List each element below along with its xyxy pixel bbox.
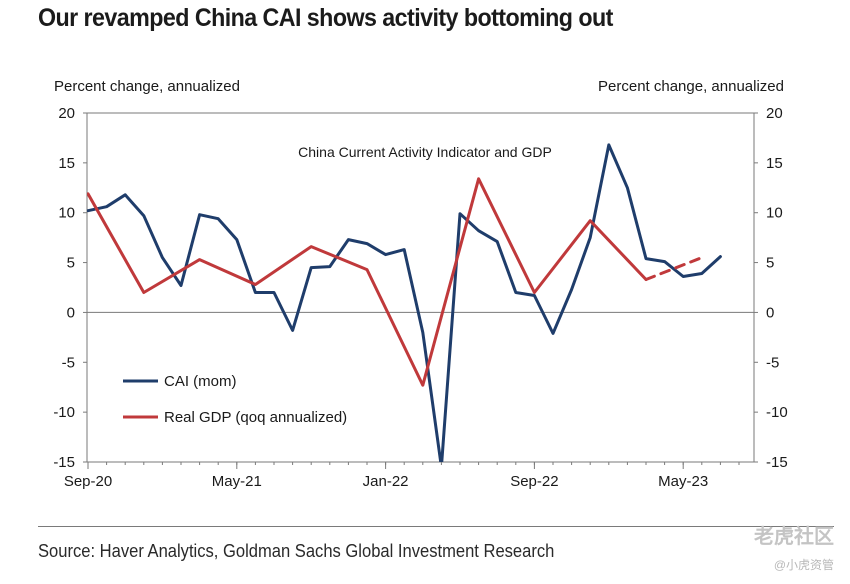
y-tick-label-left: -5: [62, 354, 75, 371]
chart-title-main: Our revamped China CAI shows activity bo…: [38, 4, 613, 32]
y-tick-label-right: 0: [766, 304, 774, 321]
y-tick-label-right: -15: [766, 454, 788, 471]
cai-series-line: [87, 143, 722, 462]
plot-frame: [86, 112, 755, 463]
x-tick-label: May-23: [658, 473, 708, 490]
gdp-series-line: [87, 177, 648, 387]
legend-label: CAI (mom): [164, 373, 237, 390]
x-tick-label: Sep-20: [64, 473, 112, 490]
watermark-brand: 老虎社区: [754, 526, 834, 548]
y-tick-label-right: 10: [766, 205, 783, 222]
source-note: Source: Haver Analytics, Goldman Sachs G…: [38, 541, 555, 561]
footer-divider: [38, 526, 834, 527]
y-tick-label-right: 5: [766, 255, 774, 272]
legend-label: Real GDP (qoq annualized): [164, 409, 347, 426]
left-axis-label: Percent change, annualized: [54, 78, 240, 95]
gdp-forecast-line: [644, 256, 704, 281]
x-tick-label: May-21: [212, 473, 262, 490]
y-tick-label-right: -5: [766, 354, 779, 371]
inner-chart-title: China Current Activity Indicator and GDP: [298, 144, 552, 160]
y-tick-label-right: -10: [766, 404, 788, 421]
y-tick-label-left: -15: [53, 454, 75, 471]
x-tick-label: Jan-22: [363, 473, 409, 490]
right-axis-label: Percent change, annualized: [598, 78, 784, 95]
y-tick-label-right: 20: [766, 105, 783, 122]
y-tick-label-left: 10: [58, 205, 75, 222]
y-tick-label-left: 15: [58, 155, 75, 172]
y-tick-label-right: 15: [766, 155, 783, 172]
x-tick-label: Sep-22: [510, 473, 558, 490]
y-tick-label-left: -10: [53, 404, 75, 421]
watermark-handle: @小虎资管: [773, 558, 834, 572]
y-tick-label-left: 0: [67, 304, 75, 321]
y-tick-label-left: 5: [67, 255, 75, 272]
y-tick-label-left: 20: [58, 105, 75, 122]
